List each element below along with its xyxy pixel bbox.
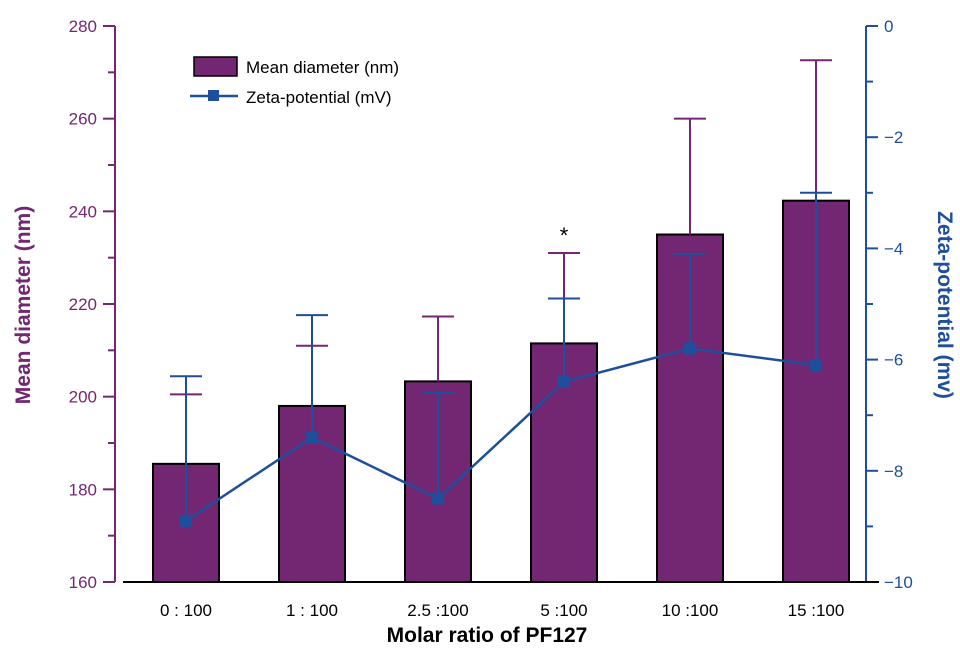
legend-label-mean-diameter: Mean diameter (nm) [246,58,399,77]
zeta-point [684,342,696,355]
zeta-point [432,492,444,505]
right-tick-label: −10 [884,573,913,592]
significance-marker: * [560,223,569,248]
left-axis-title: Mean diameter (nm) [12,206,35,404]
x-tick-label: 1 : 100 [286,601,338,620]
bar-error-bars [170,59,832,464]
right-tick-label: −2 [884,128,903,147]
x-tick-label: 15 :100 [788,601,845,620]
left-tick-label: 180 [69,480,97,499]
zeta-point [558,375,570,388]
left-tick-label: 160 [69,573,97,592]
zeta-point [810,359,822,372]
bar [530,342,598,583]
zeta-point [180,514,192,527]
left-tick-label: 280 [69,17,97,36]
line-series [170,191,832,527]
right-tick-label: −4 [884,239,903,258]
zeta-line [185,347,817,522]
legend-label-zeta-potential: Zeta-potential (mV) [246,88,392,107]
legend: Mean diameter (nm) Zeta-potential (mV) [190,56,399,107]
left-tick-label: 260 [69,110,97,129]
right-tick-label: −8 [884,462,903,481]
bar-series [152,199,850,584]
right-tick-label: 0 [884,17,893,36]
x-axis-title: Molar ratio of PF127 [387,624,588,647]
x-tick-label: 2.5 :100 [407,601,468,620]
right-axis-title: Zeta-potential (mv) [933,211,956,399]
annotations: * [560,223,569,248]
x-tick-label: 10 :100 [662,601,719,620]
left-tick-label: 200 [69,388,97,407]
left-tick-label: 240 [69,202,97,221]
axes: 160 180 200 220 240 260 280 −10 −8 −6 −4 −2 0 0 : 100… [69,17,913,620]
x-tick-label: 5 :100 [540,601,587,620]
left-tick-label: 220 [69,295,97,314]
legend-bar-swatch [193,56,238,77]
x-tick-label: 0 : 100 [160,601,212,620]
right-tick-label: −6 [884,351,903,370]
zeta-point [306,431,318,444]
legend-line-marker [208,90,219,101]
